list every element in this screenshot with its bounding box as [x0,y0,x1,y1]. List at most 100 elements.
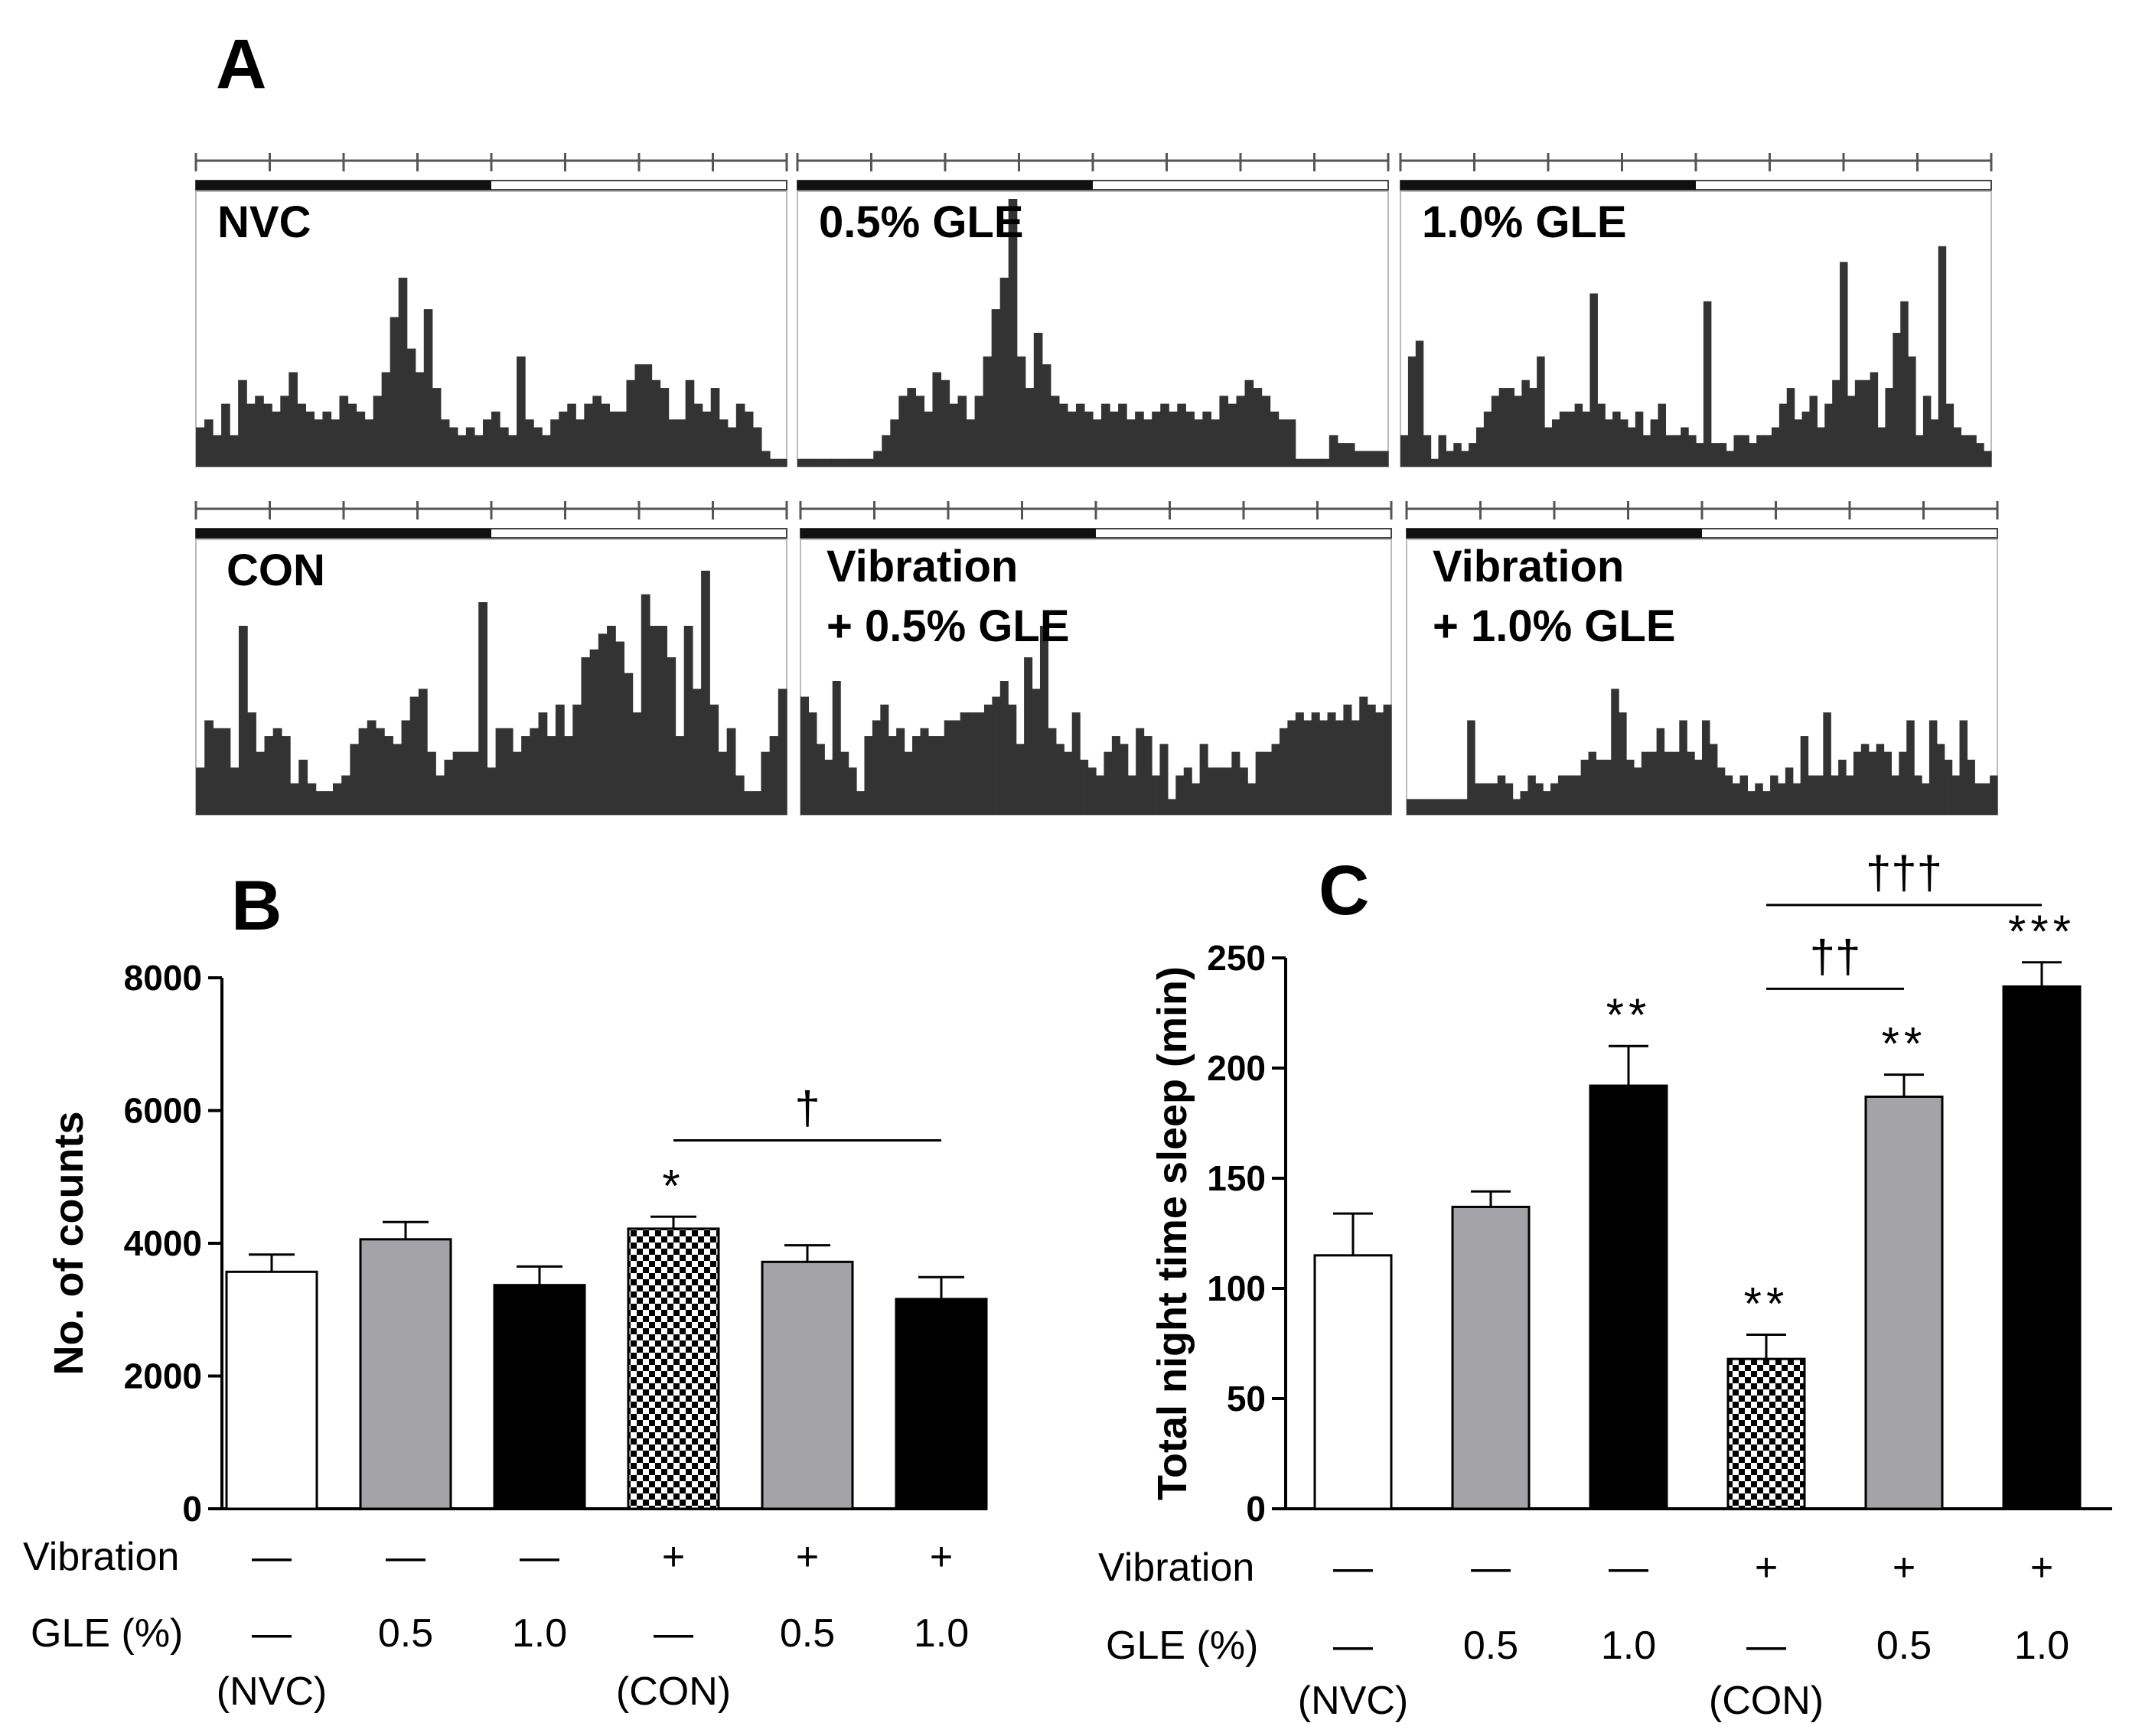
activity-bar [1127,775,1136,815]
activity-bar [1311,712,1320,815]
activity-bar [685,379,695,467]
vibration-row-label: Vibration [1098,1545,1254,1590]
activity-bar [1055,744,1064,815]
actogram-label: CON [227,546,325,595]
vibration-value: + [662,1535,685,1579]
bar-3 [1589,1084,1668,1510]
activity-bar [1968,435,1977,467]
activity-bar [1974,783,1983,815]
activity-bar [683,625,693,815]
activity-bar [1271,744,1280,815]
activity-bar [1223,767,1232,815]
panel-c-label: C [1319,852,1369,930]
activity-bar [888,736,897,815]
activity-bar [727,427,737,467]
activity-bar [709,704,719,815]
activity-bar [1854,379,1863,467]
activity-bar [280,396,289,467]
activity-bar [692,689,702,815]
activity-bar [904,751,913,815]
panel-a-label: A [216,25,266,103]
activity-bar [1959,720,1968,815]
activity-bar [1202,411,1211,467]
activity-bar [238,625,248,815]
activity-bar [572,704,582,815]
activity-bar [880,704,889,815]
activity-bar [1160,403,1169,467]
activity-bar [1982,783,1990,815]
activity-bar [677,419,686,467]
activity-bar [952,720,961,815]
gle-value: 0.5 [1463,1624,1518,1668]
activity-bar [872,720,881,815]
activity-bar [1755,783,1763,815]
activity-bar [1673,435,1681,467]
activity-bar [350,744,360,815]
vibration-value: — [520,1535,559,1579]
activity-bar [1279,728,1288,815]
actogram-6: Vibration + 1.0% GLE [1405,501,1999,816]
activity-bar [1421,799,1430,815]
activity-bar [246,403,256,467]
activity-bar [1520,791,1528,815]
activity-bar [632,712,642,815]
y-tick-label: 150 [1207,1158,1266,1198]
vibration-value: — [1333,1545,1373,1590]
activity-bar [1167,799,1176,815]
activity-bar [448,427,458,467]
activity-bar [761,451,771,467]
activity-bar [1664,751,1673,815]
activity-bar [831,458,840,467]
activity-bar [1656,728,1665,815]
activity-bar [1335,720,1345,815]
activity-bar [991,309,1001,467]
activity-bar [1785,767,1794,815]
activity-bar [1512,799,1521,815]
activity-bar [701,570,710,815]
vibration-value: + [2030,1545,2053,1590]
activity-bar [1574,403,1583,467]
y-tick-label: 100 [1207,1269,1266,1308]
actogram-label: + 0.5% GLE [826,601,1070,651]
activity-bar [1914,775,1922,815]
activity-bar [255,396,264,467]
vibration-value: + [1755,1545,1778,1590]
activity-bar [983,704,993,815]
activity-bar [298,759,308,815]
activity-bar [1801,411,1811,467]
activity-bar [797,458,807,467]
activity-bar [907,388,916,467]
activity-bar [744,411,754,467]
activity-bar [1444,799,1452,815]
activity-bar [264,736,274,815]
group-label: (CON) [1709,1679,1824,1723]
activity-bar [1936,744,1945,815]
bar-1 [225,1270,318,1510]
activity-bar [427,751,436,815]
activity-bar [601,403,610,467]
activity-bar [1024,657,1033,815]
dark-phase-bar [1400,181,1696,190]
activity-bar [1183,767,1192,815]
activity-bar [761,751,771,815]
activity-bar [504,728,513,815]
activity-bar [1303,720,1312,815]
activity-bar [435,775,445,815]
activity-bar [1475,427,1485,467]
activity-bar [1648,751,1658,815]
activity-bar [814,458,823,467]
activity-bar [1093,419,1102,467]
activity-bar [1101,403,1110,467]
activity-bar [873,451,882,467]
activity-bar [1762,791,1771,815]
activity-bar [1876,744,1885,815]
activity-bar [281,736,291,815]
activity-bar [1792,783,1801,815]
activity-bar [924,411,934,467]
actogram-label: + 1.0% GLE [1433,601,1676,651]
activity-bar [1862,379,1871,467]
bar-2 [359,1238,452,1510]
activity-bar [322,411,332,467]
activity-bar [1400,435,1409,467]
activity-bar [589,649,599,815]
